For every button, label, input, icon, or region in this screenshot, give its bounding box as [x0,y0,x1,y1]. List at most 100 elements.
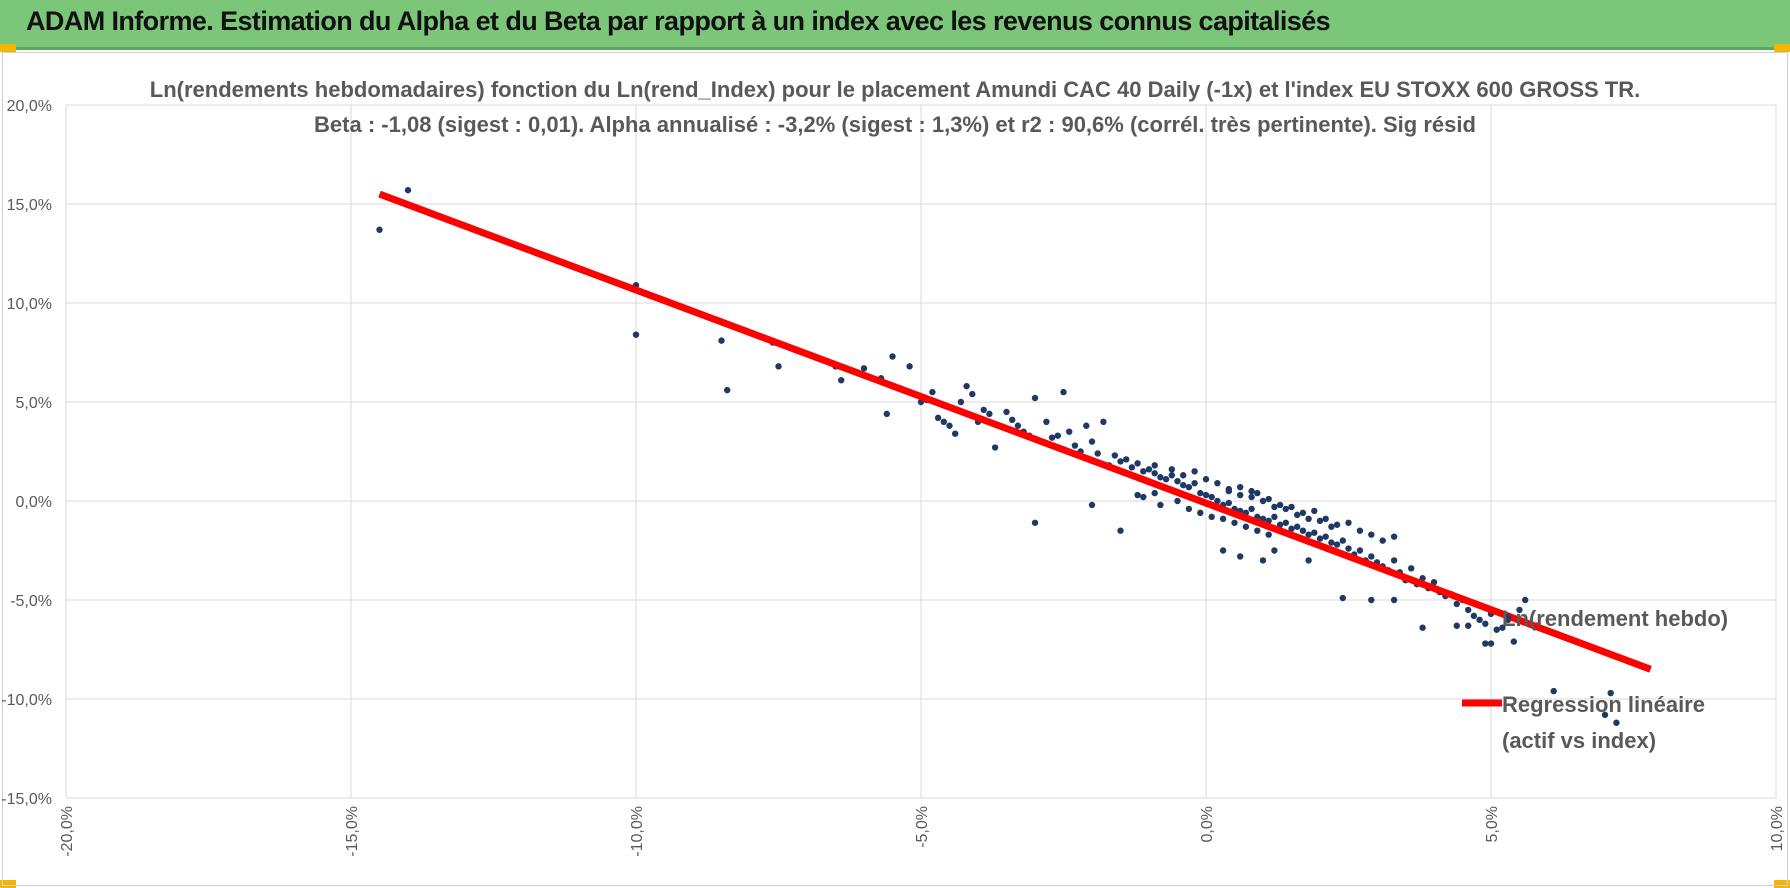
data-point [1368,596,1375,604]
data-point [1088,438,1096,445]
data-point [1145,466,1153,473]
data-point [1071,442,1079,449]
data-point [1031,519,1039,526]
data-point [1493,626,1500,633]
data-point [1487,640,1495,647]
corner-marker [1774,44,1790,52]
data-point [1311,507,1318,515]
data-point [1390,533,1398,540]
data-point [1191,468,1198,475]
data-point [1157,474,1164,481]
data-point [1185,483,1193,491]
x-tick-label: 10,0% [1769,806,1786,851]
x-tick-label: -20,0% [59,806,76,857]
data-point [1140,493,1147,501]
data-point [1123,456,1130,463]
data-point [957,398,965,406]
data-point [940,418,947,425]
data-point [1550,687,1557,695]
data-point [1088,501,1096,509]
data-point [1009,416,1016,424]
tick-layer: -15,0% -10,0% -5,0% 0,0% 5,0% 10,0% 15,0% 20,0%… [1,98,1786,857]
legend: Ln(rendement hebdo) Regression linéaire (a… [1462,606,1728,753]
data-point [1225,485,1233,493]
data-point [1208,513,1215,521]
data-point [1265,495,1272,503]
legend-label-regression: Regression linéaire [1502,692,1705,717]
regression-layer [378,190,1652,673]
data-point [1117,527,1124,534]
data-point [1499,624,1506,631]
data-point [1328,539,1335,546]
data-point [1259,497,1267,505]
data-point [1482,620,1489,627]
data-point [632,331,640,338]
data-point [1368,553,1375,560]
data-point [724,386,731,394]
data-point [1465,606,1472,614]
data-point [934,414,942,422]
data-point [1219,547,1227,554]
chart-title: Ln(rendements hebdomadaires) fonction du… [150,77,1640,102]
data-point [1282,505,1290,513]
data-point [1328,523,1335,530]
data-point [1111,452,1119,459]
y-tick-label: 20,0% [7,98,52,115]
legend-label-regression: (actif vs index) [1502,728,1656,753]
data-point [860,365,868,372]
data-point [1031,394,1039,402]
chart-frame [2,52,1788,886]
corner-marker [0,880,16,888]
x-tick-label: 5,0% [1484,806,1501,842]
data-point [1157,501,1164,509]
data-point [1185,505,1193,513]
regression-line [378,190,1652,673]
report-title: ADAM Informe. Estimation du Alpha et du … [26,6,1331,36]
data-point [1453,600,1461,608]
data-point [1060,388,1067,396]
data-point [1162,476,1170,483]
data-point [775,363,782,370]
data-point [969,390,976,398]
data-point [929,388,936,396]
data-point [404,186,412,194]
data-point [1271,513,1278,521]
data-point [1601,711,1609,719]
data-point [1482,640,1489,647]
data-point [1100,418,1107,425]
data-point [1470,612,1478,620]
data-point [1174,497,1181,505]
chart-subtitle: Beta : -1,08 (sigest : 0,01). Alpha annu… [314,112,1476,137]
data-point [1305,515,1312,523]
data-point [1197,489,1204,497]
data-point [1316,535,1324,542]
data-point [906,363,913,370]
data-point [1356,527,1364,534]
data-point [1214,479,1221,487]
data-point [1248,505,1255,513]
data-point [1339,594,1347,602]
data-point [889,353,896,360]
x-tick-label: -10,0% [629,806,646,857]
data-point [1271,503,1278,511]
y-tick-label: 0,0% [16,494,52,511]
data-point [1242,523,1250,530]
data-point [1151,489,1158,497]
data-point [838,377,845,384]
data-point [1607,689,1614,697]
data-point [1014,422,1022,429]
data-point [986,410,993,418]
report-banner: ADAM Informe. Estimation du Alpha et du … [0,0,1790,50]
y-tick-label: -15,0% [1,791,52,808]
data-point [1225,499,1233,507]
data-point [1254,527,1261,534]
data-point [1259,557,1267,564]
data-point [1408,565,1415,572]
y-tick-label: 10,0% [7,296,52,313]
data-point [1368,531,1375,538]
data-point [883,410,890,418]
data-point [1276,521,1284,528]
data-point [1282,519,1290,526]
data-point [1294,523,1301,530]
